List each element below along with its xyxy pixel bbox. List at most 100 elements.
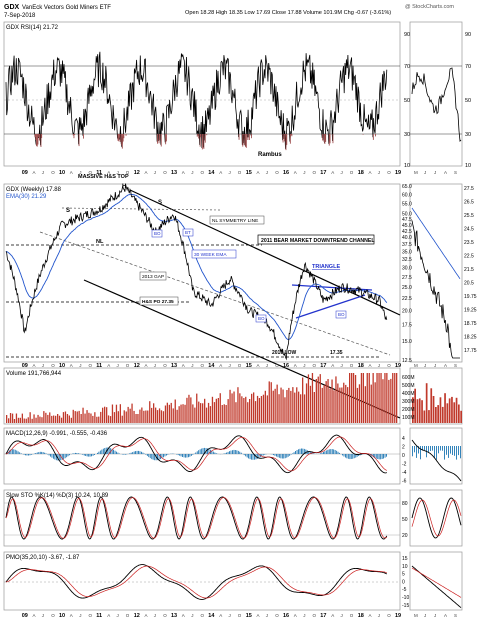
- year-tick-label: 09: [22, 613, 28, 619]
- volume-tick-label: 200M: [402, 407, 415, 413]
- rsi-oversold-bar: [123, 134, 124, 138]
- volume-bar: [186, 398, 187, 423]
- macd-hist-bar: [245, 454, 246, 456]
- volume-bar: [298, 392, 299, 423]
- volume-bar: [94, 412, 95, 423]
- macd-hist-bar: [68, 454, 69, 456]
- bear-channel-label: 2011 BEAR MARKET DOWNTREND CHANNEL: [261, 238, 375, 244]
- volume-bar: [359, 384, 360, 423]
- rsi-oversold-bar: [79, 134, 80, 146]
- side-month-label: J: [424, 363, 426, 368]
- macd-side-hist-bar: [434, 446, 435, 458]
- volume-bar: [392, 373, 393, 423]
- month-tick-label: O: [163, 613, 167, 618]
- macd-hist-bar: [253, 454, 254, 460]
- volume-bar: [296, 387, 297, 423]
- volume-bar: [100, 412, 101, 423]
- volume-bar: [33, 414, 34, 423]
- rsi-oversold-bar: [329, 134, 330, 146]
- year-tick-label: 09: [22, 170, 28, 176]
- macd-hist-bar: [297, 450, 298, 454]
- security-name: VanEck Vectors Gold Miners ETF: [22, 5, 111, 11]
- price-side-tick-label: 18.75: [464, 321, 477, 327]
- macd-hist-bar: [336, 451, 337, 454]
- volume-bar: [286, 390, 287, 423]
- volume-bar: [102, 408, 103, 423]
- volume-bar: [81, 414, 82, 423]
- rsi-oversold-bar: [74, 134, 75, 135]
- month-tick-label: A: [219, 613, 222, 618]
- triangle-label: TRIANGLE: [312, 264, 340, 270]
- volume-bar: [300, 394, 301, 423]
- volume-side-bar: [426, 383, 428, 423]
- month-tick-label: A: [70, 613, 73, 618]
- volume-side-bar: [428, 410, 430, 423]
- neckline-label: NL: [96, 239, 104, 245]
- macd-tick-label: -6: [402, 479, 407, 485]
- volume-bar: [353, 373, 354, 423]
- macd-hist-bar: [376, 454, 377, 459]
- macd-hist-bar: [272, 454, 273, 455]
- macd-hist-bar: [348, 454, 349, 459]
- ticker: GDX: [4, 4, 20, 11]
- macd-hist-bar: [153, 454, 154, 460]
- macd-hist-bar: [244, 454, 245, 455]
- volume-bar: [208, 403, 209, 423]
- price-tick-label: 42.5: [402, 229, 412, 235]
- rsi-oversold-bar: [118, 134, 119, 141]
- macd-hist-bar: [69, 454, 70, 455]
- pmo-tick-label: 10: [402, 564, 408, 570]
- volume-bar: [337, 384, 338, 424]
- macd-hist-bar: [125, 454, 126, 455]
- volume-side-bar: [451, 397, 453, 423]
- macd-hist-bar: [90, 454, 91, 457]
- volume-bar: [131, 404, 132, 423]
- bo2-label: BO: [258, 316, 265, 321]
- macd-hist-bar: [335, 450, 336, 454]
- macd-hist-bar: [298, 449, 299, 454]
- rsi-oversold-bar: [325, 134, 326, 142]
- macd-hist-bar: [176, 454, 177, 455]
- macd-hist-bar: [181, 454, 182, 456]
- rsi-oversold-bar: [120, 134, 121, 142]
- volume-bar: [267, 395, 268, 423]
- year-tick-label: 15: [246, 613, 252, 619]
- pmo-tick-label: 5: [402, 572, 405, 578]
- copyright: @ StockCharts.com: [405, 4, 454, 10]
- price-panel: [4, 184, 400, 362]
- side-month-label: S: [454, 170, 457, 175]
- macd-side-hist-bar: [448, 446, 449, 458]
- macd-hist-bar: [352, 454, 353, 459]
- macd-hist-bar: [292, 453, 293, 454]
- month-tick-label: O: [238, 363, 242, 368]
- volume-bar: [265, 391, 266, 423]
- side-month-label: J: [424, 170, 426, 175]
- month-tick-label: O: [350, 170, 354, 175]
- volume-bar: [333, 390, 334, 423]
- volume-bar: [284, 397, 285, 423]
- volume-bar: [149, 401, 150, 423]
- rsi-oversold-bar: [83, 134, 84, 139]
- head-label: H: [122, 184, 126, 190]
- left-shoulder-label: S: [66, 208, 70, 214]
- volume-bar: [222, 405, 223, 423]
- price-tick-label: 27.5: [402, 275, 412, 281]
- price-tick-label: 30.0: [402, 266, 412, 272]
- macd-hist-bar: [313, 453, 314, 454]
- header-date: 7-Sep-2018: [4, 13, 36, 19]
- year-tick-label: 19: [395, 363, 401, 369]
- pmo-tick-label: -10: [402, 595, 409, 601]
- macd-hist-bar: [236, 450, 237, 454]
- rsi-side-tick-70: 70: [465, 64, 471, 70]
- volume-tick-label: 500M: [402, 383, 415, 389]
- macd-hist-bar: [226, 453, 227, 454]
- side-month-label: S: [454, 613, 457, 618]
- rsi-oversold-bar: [322, 134, 323, 141]
- month-tick-label: A: [33, 170, 36, 175]
- macd-hist-bar: [295, 451, 296, 454]
- volume-bar: [253, 392, 254, 423]
- volume-bar: [226, 405, 227, 423]
- macd-hist-bar: [238, 451, 239, 454]
- year-tick-label: 14: [208, 613, 215, 619]
